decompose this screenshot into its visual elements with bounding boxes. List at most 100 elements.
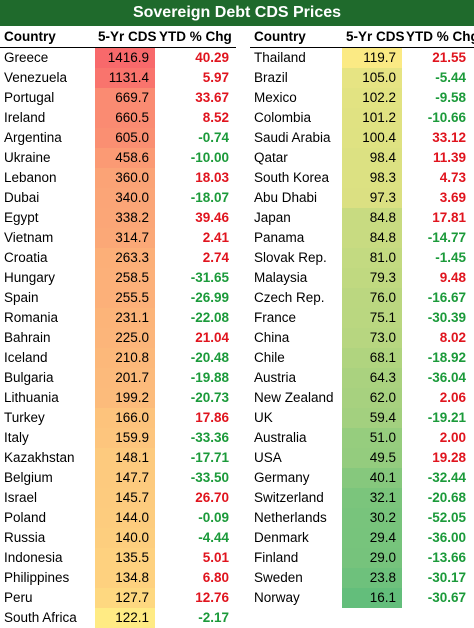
cds-cell: 101.2: [342, 108, 402, 128]
ytd-change-cell: 26.70: [195, 490, 229, 505]
country-cell: Australia: [254, 430, 307, 445]
ytd-change-cell: 9.48: [439, 270, 466, 285]
header-country-left: Country: [4, 29, 56, 44]
cds-cell: 49.5: [342, 448, 402, 468]
country-cell: Abu Dhabi: [254, 190, 318, 205]
country-cell: Czech Rep.: [254, 290, 325, 305]
ytd-change-cell: 12.76: [195, 590, 229, 605]
cds-cell: 147.7: [95, 468, 155, 488]
page-title: Sovereign Debt CDS Prices: [0, 0, 474, 26]
ytd-change-cell: -33.50: [190, 470, 229, 485]
ytd-change-cell: 17.81: [432, 210, 466, 225]
cds-cell: 360.0: [95, 168, 155, 188]
ytd-change-cell: -20.48: [190, 350, 229, 365]
country-cell: Finland: [254, 550, 299, 565]
ytd-change-cell: 8.52: [202, 110, 229, 125]
country-cell: Romania: [4, 310, 59, 325]
cds-cell: 98.3: [342, 168, 402, 188]
cds-cell: 84.8: [342, 208, 402, 228]
cds-cell: 1416.9: [95, 48, 155, 68]
cds-cell: 225.0: [95, 328, 155, 348]
ytd-change-cell: -9.58: [435, 90, 466, 105]
cds-cell: 255.5: [95, 288, 155, 308]
cds-cell: 84.8: [342, 228, 402, 248]
cds-cell: 29.0: [342, 548, 402, 568]
ytd-change-cell: -10.00: [190, 150, 229, 165]
country-cell: Germany: [254, 470, 310, 485]
country-cell: Lebanon: [4, 170, 57, 185]
ytd-change-cell: -31.65: [190, 270, 229, 285]
cds-cell: 23.8: [342, 568, 402, 588]
country-cell: Thailand: [254, 50, 306, 65]
cds-cell: 102.2: [342, 88, 402, 108]
ytd-change-cell: 2.00: [439, 430, 466, 445]
cds-cell: 68.1: [342, 348, 402, 368]
country-cell: Switzerland: [254, 490, 324, 505]
ytd-change-cell: 17.86: [195, 410, 229, 425]
ytd-change-cell: -22.08: [190, 310, 229, 325]
cds-cell: 231.1: [95, 308, 155, 328]
country-cell: Ukraine: [4, 150, 51, 165]
country-cell: Italy: [4, 430, 29, 445]
country-cell: Bahrain: [4, 330, 51, 345]
ytd-change-cell: -30.39: [427, 310, 466, 325]
country-cell: Peru: [4, 590, 33, 605]
ytd-change-cell: -33.36: [190, 430, 229, 445]
header-chg-left: YTD % Chg: [159, 29, 232, 44]
ytd-change-cell: 21.55: [432, 50, 466, 65]
ytd-change-cell: 5.97: [202, 70, 229, 85]
cds-cell: 127.7: [95, 588, 155, 608]
country-cell: South Africa: [4, 610, 77, 625]
ytd-change-cell: 21.04: [195, 330, 229, 345]
cds-cell: 660.5: [95, 108, 155, 128]
country-cell: Slovak Rep.: [254, 250, 327, 265]
ytd-change-cell: -36.04: [427, 370, 466, 385]
country-cell: Argentina: [4, 130, 62, 145]
ytd-change-cell: 33.67: [195, 90, 229, 105]
country-cell: Hungary: [4, 270, 56, 285]
country-cell: Iceland: [4, 350, 48, 365]
cds-cell: 166.0: [95, 408, 155, 428]
ytd-change-cell: -26.99: [190, 290, 229, 305]
country-cell: Russia: [4, 530, 46, 545]
header-cds-right: 5-Yr CDS: [346, 29, 405, 44]
cds-cell: 59.4: [342, 408, 402, 428]
country-cell: Sweden: [254, 570, 303, 585]
ytd-change-cell: -14.77: [427, 230, 466, 245]
header-cds-left: 5-Yr CDS: [98, 29, 157, 44]
cds-cell: 314.7: [95, 228, 155, 248]
cds-cell: 669.7: [95, 88, 155, 108]
ytd-change-cell: 6.80: [202, 570, 229, 585]
country-cell: Denmark: [254, 530, 309, 545]
country-cell: Portugal: [4, 90, 55, 105]
ytd-change-cell: 2.74: [202, 250, 229, 265]
header-rule-left: [0, 47, 236, 48]
country-cell: Venezuela: [4, 70, 68, 85]
cds-cell: 340.0: [95, 188, 155, 208]
ytd-change-cell: 18.03: [195, 170, 229, 185]
header-country-right: Country: [254, 29, 306, 44]
ytd-change-cell: -18.07: [190, 190, 229, 205]
ytd-change-cell: 19.28: [432, 450, 466, 465]
country-cell: UK: [254, 410, 273, 425]
country-cell: South Korea: [254, 170, 330, 185]
country-cell: USA: [254, 450, 282, 465]
ytd-change-cell: 3.69: [439, 190, 466, 205]
country-cell: Austria: [254, 370, 297, 385]
cds-cell: 134.8: [95, 568, 155, 588]
country-cell: China: [254, 330, 290, 345]
cds-cell: 159.9: [95, 428, 155, 448]
country-cell: Ireland: [4, 110, 46, 125]
ytd-change-cell: -4.44: [198, 530, 229, 545]
country-cell: New Zealand: [254, 390, 334, 405]
country-cell: Vietnam: [4, 230, 54, 245]
ytd-change-cell: 33.12: [432, 130, 466, 145]
ytd-change-cell: -13.66: [427, 550, 466, 565]
cds-cell: 144.0: [95, 508, 155, 528]
country-cell: Lithuania: [4, 390, 59, 405]
cds-cell: 40.1: [342, 468, 402, 488]
ytd-change-cell: -2.17: [198, 610, 229, 625]
cds-cell: 145.7: [95, 488, 155, 508]
country-cell: Spain: [4, 290, 39, 305]
ytd-change-cell: -5.44: [435, 70, 466, 85]
